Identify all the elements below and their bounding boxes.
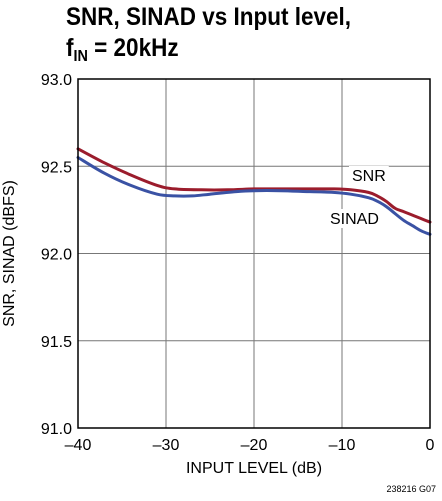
plot-frame <box>77 78 431 429</box>
x-tick-label: 0 <box>426 437 435 454</box>
title-line-1: SNR, SINAD vs Input level, <box>66 3 352 31</box>
snr-label-background <box>349 166 389 185</box>
x-axis-label: INPUT LEVEL (dB) <box>186 460 322 477</box>
y-tick-label: 91.5 <box>41 334 72 351</box>
title-line-2: fIN = 20kHz <box>66 34 179 65</box>
sinad-label-background <box>327 209 382 228</box>
x-tick-labels: –40 –30 –20 –10 0 <box>65 437 435 454</box>
snr-line <box>76 147 432 224</box>
sinad-line <box>76 156 432 236</box>
y-tick-label: 92.5 <box>41 159 72 176</box>
x-tick-label: –30 <box>153 437 180 454</box>
chart-title: SNR, SINAD vs Input level, fIN = 20kHz <box>66 2 351 72</box>
x-tick-label: –10 <box>329 437 356 454</box>
series-lines <box>76 147 432 236</box>
y-tick-label: 93.0 <box>41 72 72 89</box>
x-tick-label: –40 <box>65 437 92 454</box>
snr-series-label: SNR <box>352 168 386 185</box>
y-tick-label: 92.0 <box>41 247 72 264</box>
y-axis-label: SNR, SINAD (dBFS) <box>1 180 18 327</box>
y-tick-labels: 91.0 91.5 92.0 92.5 93.0 <box>41 72 72 438</box>
figure-code: 238216 G07 <box>386 484 436 494</box>
sinad-series-label: SINAD <box>330 211 379 228</box>
grid-lines <box>78 79 430 428</box>
y-tick-label: 91.0 <box>41 421 72 438</box>
x-tick-label: –20 <box>241 437 268 454</box>
